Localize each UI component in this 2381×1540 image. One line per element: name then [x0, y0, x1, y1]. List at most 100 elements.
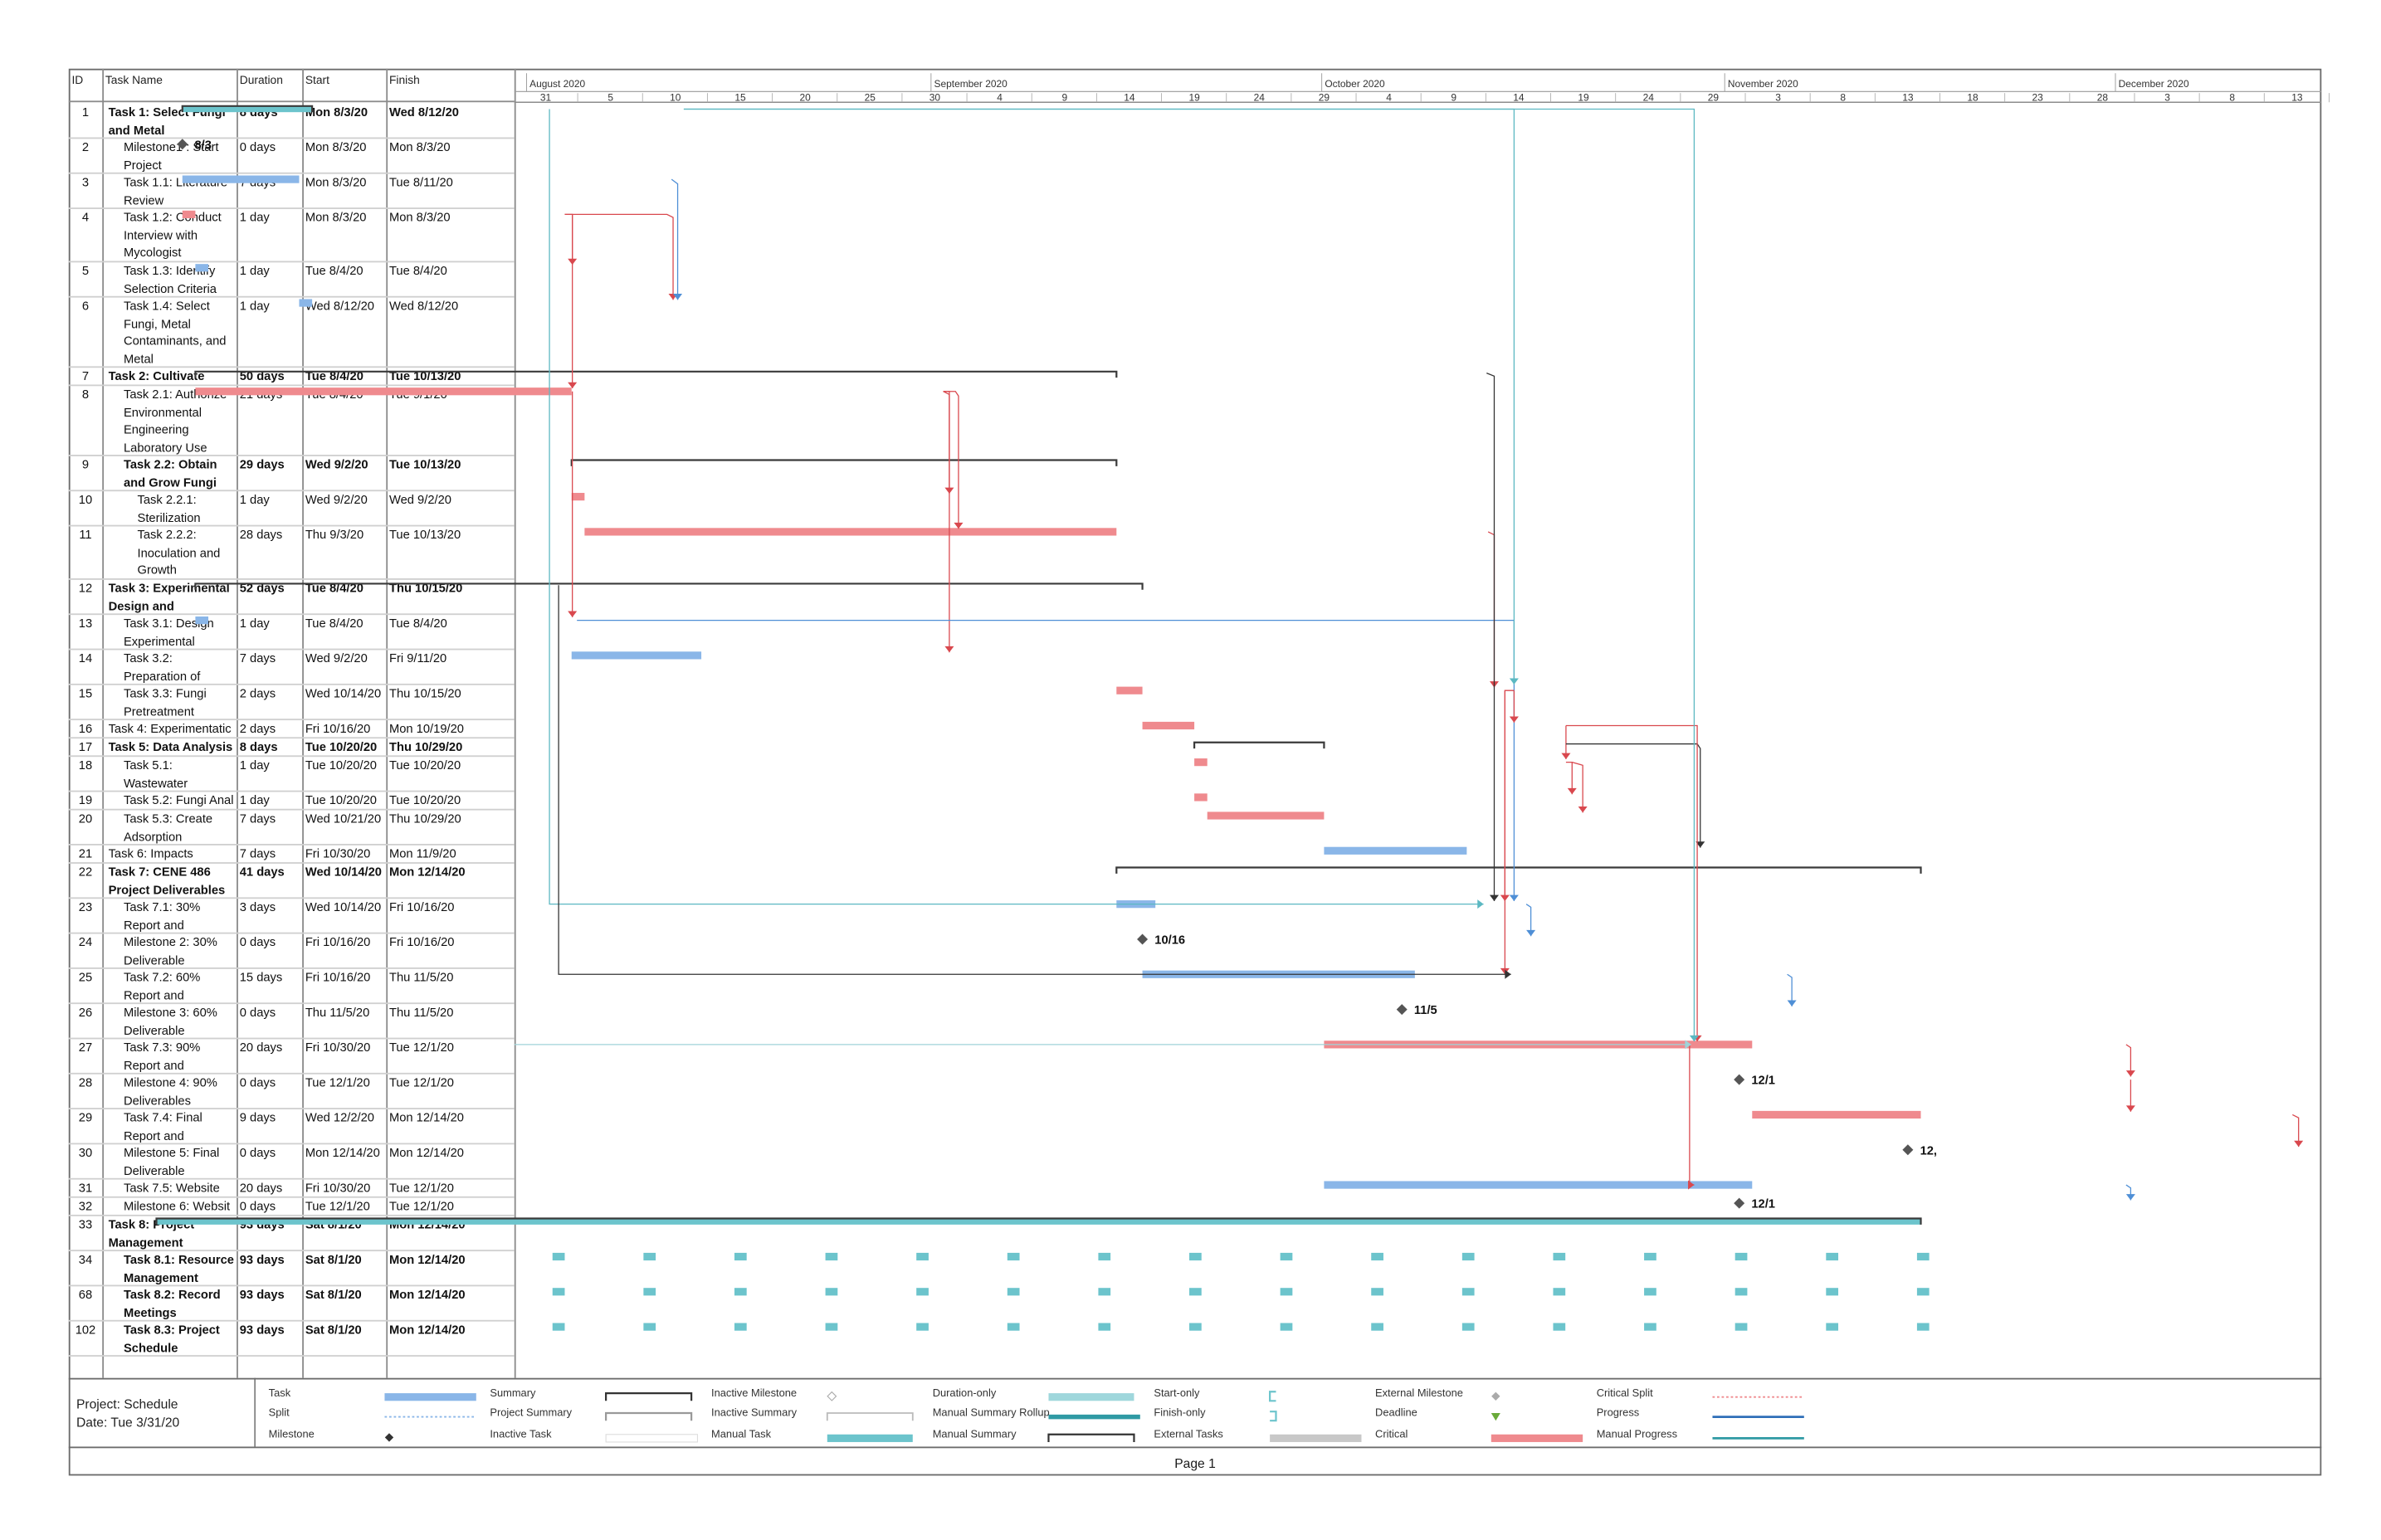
task-finish-cell[interactable]: Tue 10/13/20	[388, 369, 461, 383]
task-start-cell[interactable]: Wed 9/2/20	[305, 493, 368, 507]
task-start-cell[interactable]: Mon 8/3/20	[305, 175, 367, 190]
task-name-cell[interactable]: Task 2.2.1: Sterilization	[137, 493, 201, 524]
task-name-cell[interactable]: Task 4: Experimentatic	[108, 721, 232, 736]
task-id-cell[interactable]: 31	[78, 1181, 93, 1196]
task-finish-cell[interactable]: Mon 8/3/20	[388, 140, 451, 154]
task-duration-cell[interactable]: 0 days	[239, 140, 276, 154]
task-name-cell[interactable]: Task 7: CENE 486 Project Deliverables	[108, 865, 226, 897]
task-id-cell[interactable]: 20	[78, 811, 93, 826]
task-finish-cell[interactable]: Thu 11/5/20	[388, 1005, 454, 1020]
task-finish-cell[interactable]: Tue 10/20/20	[388, 758, 461, 772]
task-id-cell[interactable]: 5	[81, 264, 90, 278]
task-start-cell[interactable]: Wed 10/14/20	[305, 900, 382, 914]
task-name-cell[interactable]: Task 8.2: Record Meetings	[123, 1288, 221, 1319]
task-finish-cell[interactable]: Mon 12/14/20	[388, 1146, 464, 1160]
task-start-cell[interactable]: Thu 9/3/20	[305, 528, 364, 542]
task-start-cell[interactable]: Tue 12/1/20	[305, 1075, 370, 1090]
task-id-cell[interactable]: 30	[78, 1146, 93, 1160]
col-header-id[interactable]: ID	[71, 73, 84, 87]
task-start-cell[interactable]: Wed 12/2/20	[305, 1110, 374, 1125]
task-id-cell[interactable]: 1	[81, 105, 90, 119]
task-name-cell[interactable]: Task 7.5: Website	[123, 1181, 220, 1196]
task-id-cell[interactable]: 34	[78, 1252, 93, 1267]
task-duration-cell[interactable]: 2 days	[239, 721, 276, 736]
task-finish-cell[interactable]: Mon 12/14/20	[388, 1110, 464, 1125]
task-id-cell[interactable]: 27	[78, 1040, 93, 1055]
task-duration-cell[interactable]: 1 day	[239, 793, 270, 807]
task-name-cell[interactable]: Milestone 4: 90% Deliverables	[123, 1075, 217, 1108]
task-duration-cell[interactable]: 20 days	[239, 1181, 283, 1196]
task-start-cell[interactable]: Sat 8/1/20	[305, 1323, 362, 1338]
task-duration-cell[interactable]: 1 day	[239, 493, 270, 507]
task-start-cell[interactable]: Sat 8/1/20	[305, 1288, 362, 1302]
task-duration-cell[interactable]: 7 days	[239, 811, 276, 826]
task-finish-cell[interactable]: Tue 12/1/20	[388, 1040, 454, 1055]
task-start-cell[interactable]: Tue 8/4/20	[305, 264, 363, 278]
task-duration-cell[interactable]: 28 days	[239, 528, 283, 542]
task-duration-cell[interactable]: 1 day	[239, 264, 270, 278]
task-id-cell[interactable]: 4	[81, 210, 90, 225]
task-start-cell[interactable]: Tue 8/4/20	[305, 616, 363, 631]
task-name-cell[interactable]: Task 1.4: Select Fungi, Metal Contaminan…	[123, 299, 227, 366]
task-name-cell[interactable]: Task 2.2.2: Inoculation and Growth	[137, 528, 221, 578]
task-finish-cell[interactable]: Fri 9/11/20	[388, 651, 447, 665]
task-finish-cell[interactable]: Tue 8/11/20	[388, 175, 453, 190]
task-finish-cell[interactable]: Wed 9/2/20	[388, 493, 451, 507]
task-id-cell[interactable]: 23	[78, 900, 93, 914]
task-name-cell[interactable]: Task 3.2: Preparation of	[123, 651, 201, 683]
task-duration-cell[interactable]: 9 days	[239, 1110, 276, 1125]
task-duration-cell[interactable]: 0 days	[239, 935, 276, 949]
task-start-cell[interactable]: Fri 10/16/20	[305, 970, 371, 985]
task-start-cell[interactable]: Fri 10/30/20	[305, 846, 371, 861]
task-id-cell[interactable]: 16	[78, 721, 93, 736]
task-id-cell[interactable]: 7	[81, 369, 90, 383]
task-id-cell[interactable]: 11	[79, 528, 92, 542]
task-start-cell[interactable]: Tue 12/1/20	[305, 1199, 370, 1214]
task-name-cell[interactable]: Task 7.3: 90% Report and	[123, 1040, 201, 1072]
task-duration-cell[interactable]: 52 days	[239, 581, 285, 596]
col-header-task-name[interactable]: Task Name	[105, 73, 163, 87]
task-id-cell[interactable]: 14	[78, 651, 93, 665]
task-name-cell[interactable]: Task 8.1: Resource Management	[123, 1252, 235, 1284]
task-start-cell[interactable]: Thu 11/5/20	[305, 1005, 370, 1020]
task-duration-cell[interactable]: 1 day	[239, 210, 270, 225]
task-start-cell[interactable]: Tue 8/4/20	[305, 581, 363, 596]
task-id-cell[interactable]: 22	[78, 865, 93, 880]
task-finish-cell[interactable]: Mon 10/19/20	[388, 721, 464, 736]
task-start-cell[interactable]: Mon 8/3/20	[305, 105, 368, 119]
col-header-finish[interactable]: Finish	[388, 73, 420, 87]
task-duration-cell[interactable]: 15 days	[239, 970, 283, 985]
task-id-cell[interactable]: 26	[78, 1005, 93, 1020]
task-finish-cell[interactable]: Mon 12/14/20	[388, 865, 466, 880]
task-start-cell[interactable]: Tue 10/20/20	[305, 793, 377, 807]
task-name-cell[interactable]: Task 2: Cultivate Fung	[108, 369, 205, 383]
task-id-cell[interactable]: 6	[81, 299, 90, 314]
task-duration-cell[interactable]: 7 days	[239, 846, 276, 861]
task-finish-cell[interactable]: Thu 10/15/20	[388, 686, 461, 701]
task-duration-cell[interactable]: 29 days	[239, 457, 285, 472]
task-finish-cell[interactable]: Tue 10/13/20	[388, 528, 461, 542]
task-duration-cell[interactable]: 93 days	[239, 1252, 285, 1267]
task-duration-cell[interactable]: 93 days	[239, 1288, 285, 1302]
task-start-cell[interactable]: Mon 8/3/20	[305, 210, 367, 225]
task-start-cell[interactable]: Tue 10/20/20	[305, 739, 378, 754]
task-finish-cell[interactable]: Thu 10/29/20	[388, 739, 463, 754]
task-finish-cell[interactable]: Wed 8/12/20	[388, 105, 459, 119]
task-finish-cell[interactable]: Fri 10/16/20	[388, 935, 455, 949]
task-duration-cell[interactable]: 0 days	[239, 1075, 276, 1090]
task-finish-cell[interactable]: Thu 10/29/20	[388, 811, 461, 826]
task-name-cell[interactable]: Task 8.3: Project Schedule	[123, 1323, 220, 1355]
task-duration-cell[interactable]: 50 days	[239, 369, 285, 383]
task-id-cell[interactable]: 25	[78, 970, 93, 985]
task-start-cell[interactable]: Fri 10/16/20	[305, 935, 371, 949]
task-id-cell[interactable]: 19	[78, 793, 93, 807]
task-name-cell[interactable]: Milestone 2: 30% Deliverable	[123, 935, 217, 967]
task-duration-cell[interactable]: 1 day	[239, 758, 270, 772]
task-name-cell[interactable]: Milestone 3: 60% Deliverable	[123, 1005, 217, 1037]
task-id-cell[interactable]: 21	[78, 846, 93, 861]
task-name-cell[interactable]: Task 7.1: 30% Report and	[123, 900, 201, 932]
task-duration-cell[interactable]: 41 days	[239, 865, 285, 880]
task-duration-cell[interactable]: 7 days	[239, 651, 276, 665]
task-id-cell[interactable]: 13	[78, 616, 93, 631]
task-duration-cell[interactable]: 1 day	[239, 616, 270, 631]
